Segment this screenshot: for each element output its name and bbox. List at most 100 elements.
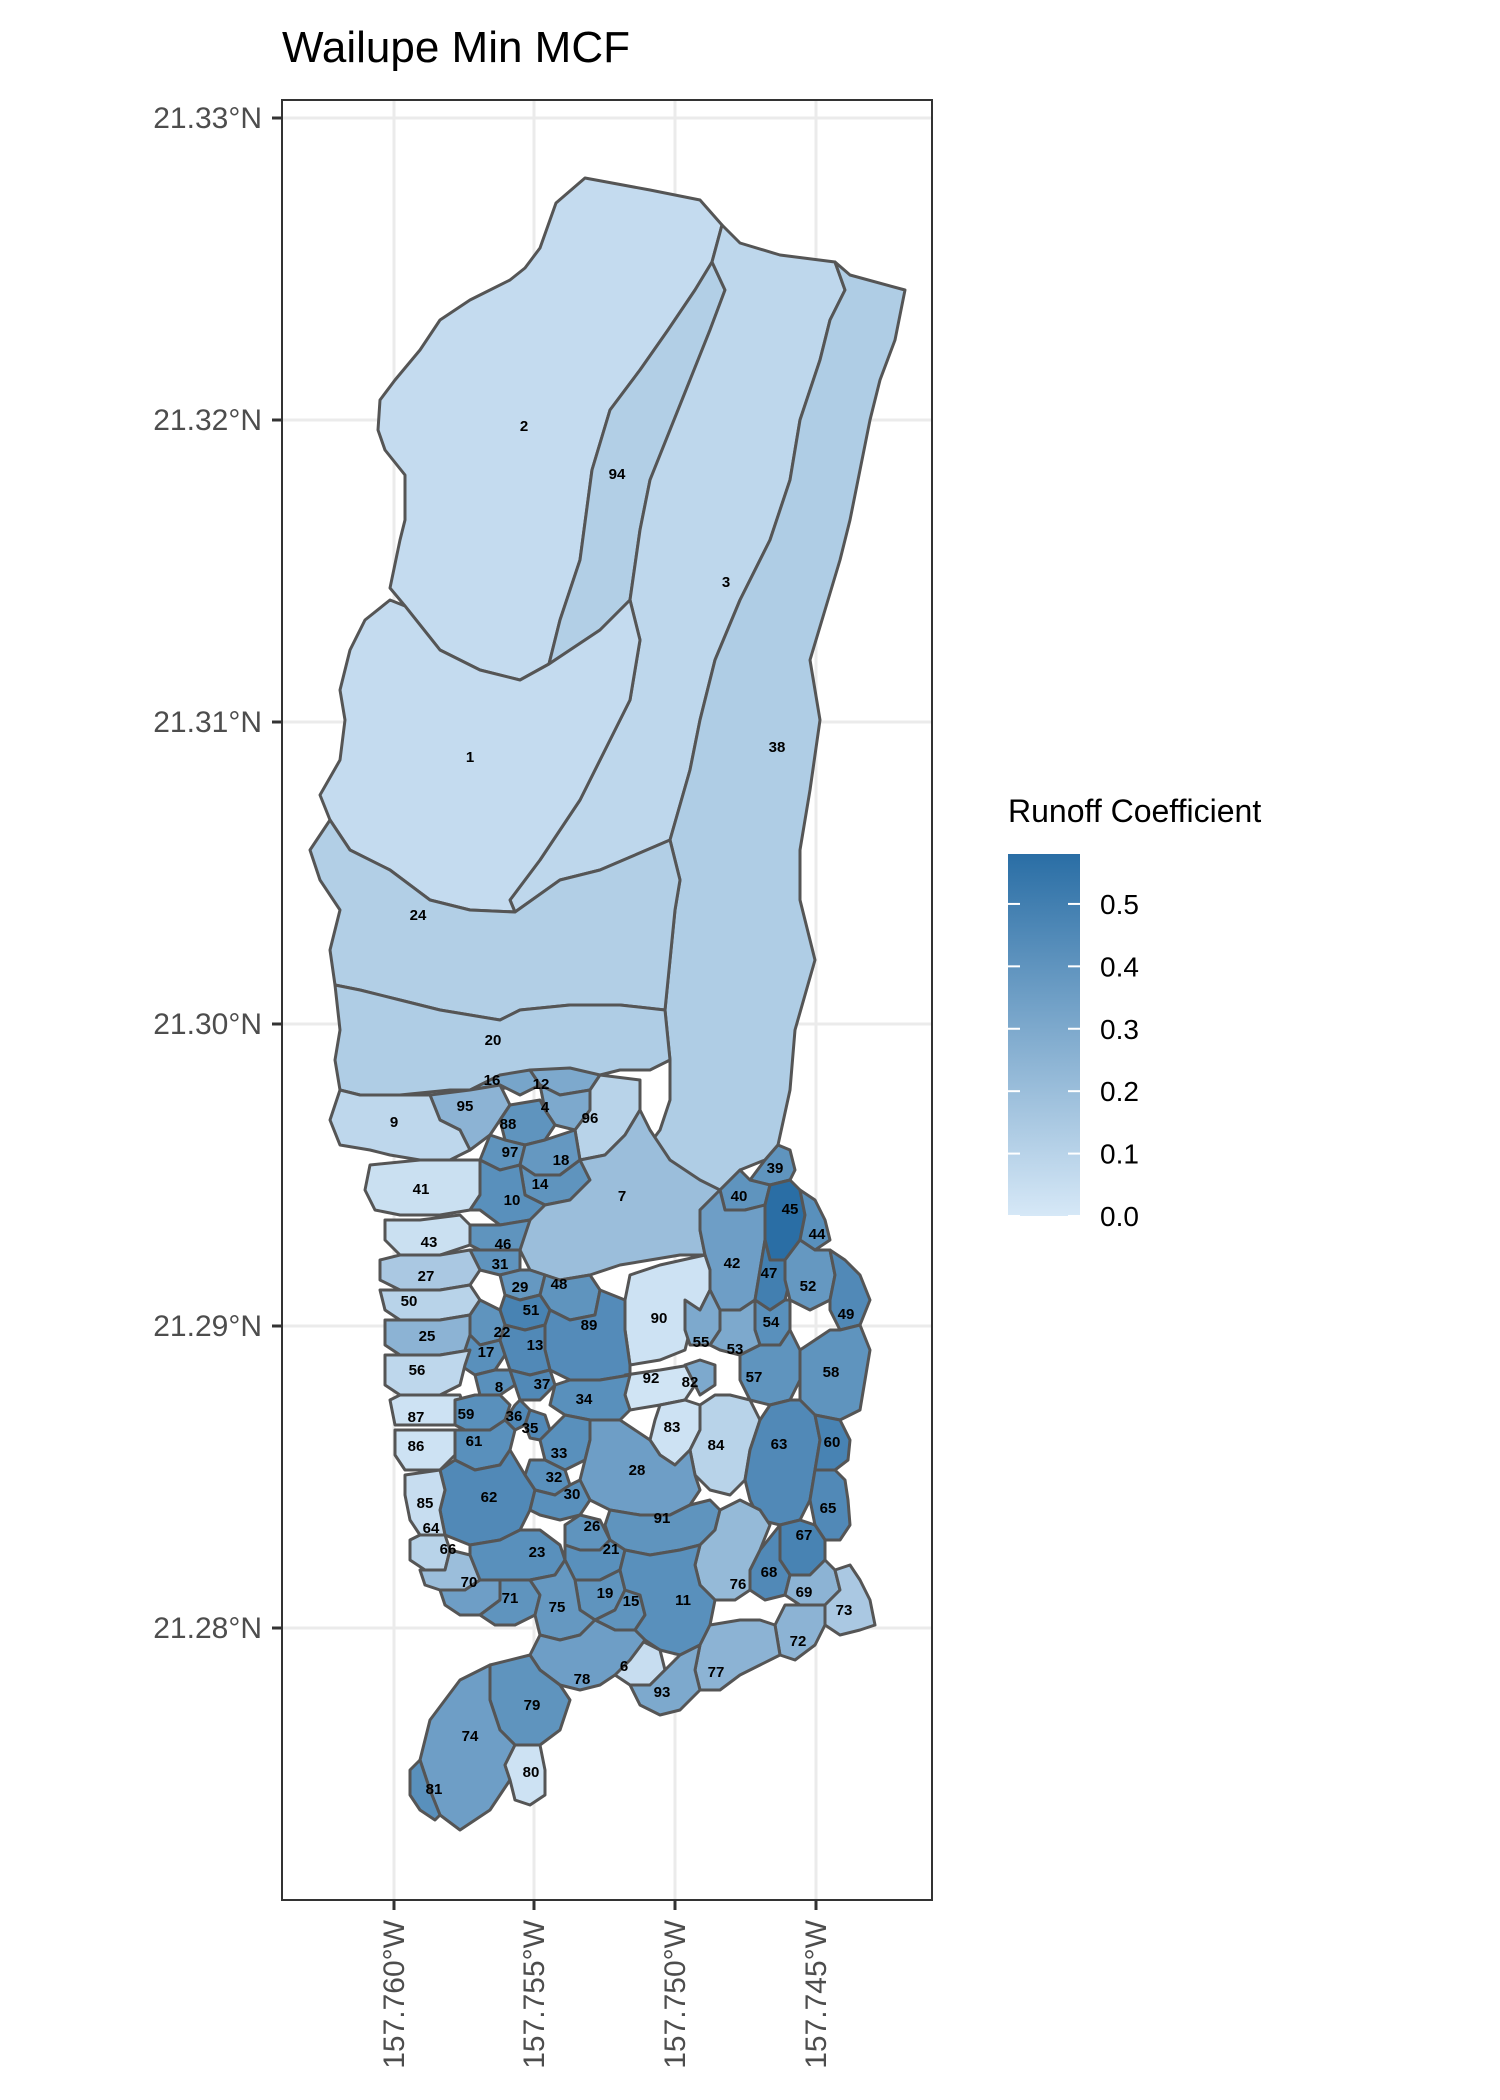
subcatchment-72 — [773, 1603, 827, 1662]
subcatchment-label-77: 77 — [708, 1664, 725, 1681]
subcatchment-label-62: 62 — [481, 1489, 498, 1506]
latitude-axis: 21.33°N 21.32°N 21.31°N 21.30°N 21.29°N 21.28… — [153, 102, 282, 1645]
subcatchment-label-21: 21 — [603, 1541, 620, 1558]
subcatchment-label-13: 13 — [527, 1337, 544, 1354]
subcatchment-label-28: 28 — [629, 1462, 646, 1479]
subcatchment-56 — [383, 1348, 472, 1397]
subcatchment-label-41: 41 — [413, 1181, 430, 1198]
subcatchment-label-51: 51 — [523, 1302, 540, 1319]
lon-tick-label: 157.760°W — [378, 1919, 411, 2068]
subcatchment-label-66: 66 — [440, 1541, 457, 1558]
lat-tick-label: 21.31°N — [153, 706, 262, 739]
subcatchment-label-11: 11 — [675, 1592, 691, 1609]
subcatchment-label-86: 86 — [408, 1438, 425, 1455]
subcatchment-label-39: 39 — [767, 1160, 784, 1177]
subcatchment-label-30: 30 — [564, 1486, 581, 1503]
subcatchment-label-17: 17 — [478, 1344, 495, 1361]
legend-tick-label: 0.3 — [1100, 1014, 1139, 1045]
lat-tick-label: 21.30°N — [153, 1008, 262, 1041]
chart-title: Wailupe Min MCF — [282, 23, 630, 72]
subcatchment-label-45: 45 — [782, 1201, 799, 1218]
subcatchment-label-70: 70 — [461, 1574, 478, 1591]
subcatchment-label-1: 1 — [466, 749, 474, 766]
subcatchment-label-32: 32 — [546, 1469, 563, 1486]
subcatchment-label-22: 22 — [494, 1324, 511, 1341]
subcatchment-label-69: 69 — [796, 1584, 813, 1601]
legend-tick-label: 0.2 — [1100, 1076, 1139, 1107]
subcatchment-label-79: 79 — [524, 1697, 541, 1714]
subcatchment-label-73: 73 — [836, 1602, 853, 1619]
subcatchment-label-23: 23 — [529, 1544, 546, 1561]
subcatchment-label-47: 47 — [761, 1265, 778, 1282]
subcatchment-label-82: 82 — [682, 1374, 699, 1391]
subcatchment-label-61: 61 — [466, 1433, 483, 1450]
legend-title: Runoff Coefficient — [1008, 793, 1261, 829]
subcatchment-60 — [813, 1413, 852, 1472]
subcatchment-label-97: 97 — [502, 1144, 519, 1161]
subcatchment-label-16: 16 — [484, 1072, 501, 1089]
subcatchment-label-18: 18 — [553, 1152, 570, 1169]
subcatchment-44 — [798, 1188, 832, 1252]
subcatchment-label-12: 12 — [533, 1076, 550, 1093]
subcatchment-label-58: 58 — [823, 1364, 840, 1381]
subcatchment-label-25: 25 — [419, 1328, 436, 1345]
subcatchment-label-2: 2 — [520, 418, 528, 435]
subcatchment-81 — [408, 1758, 442, 1822]
subcatchment-label-46: 46 — [495, 1236, 512, 1253]
subcatchment-label-88: 88 — [500, 1116, 517, 1133]
subcatchment-label-36: 36 — [506, 1408, 523, 1425]
subcatchment-label-34: 34 — [576, 1391, 593, 1408]
subcatchment-label-8: 8 — [495, 1379, 503, 1396]
subcatchment-label-33: 33 — [551, 1445, 568, 1462]
subcatchment-86 — [393, 1428, 457, 1472]
subcatchment-label-43: 43 — [421, 1234, 438, 1251]
subcatchment-label-27: 27 — [418, 1268, 435, 1285]
subcatchment-label-31: 31 — [492, 1256, 509, 1273]
subcatchment-label-68: 68 — [761, 1564, 778, 1581]
subcatchment-30 — [528, 1478, 592, 1522]
subcatchment-label-38: 38 — [769, 739, 786, 756]
subcatchment-label-40: 40 — [731, 1188, 748, 1205]
subcatchment-label-63: 63 — [771, 1436, 788, 1453]
legend-colorbar — [1008, 854, 1080, 1216]
subcatchment-label-29: 29 — [512, 1279, 529, 1296]
subcatchment-80 — [503, 1743, 547, 1807]
subcatchment-label-56: 56 — [409, 1362, 426, 1379]
subcatchment-label-91: 91 — [654, 1510, 671, 1527]
subcatchment-label-57: 57 — [746, 1369, 763, 1386]
legend-tick-label: 0.1 — [1100, 1139, 1139, 1170]
lon-tick-label: 157.750°W — [659, 1919, 692, 2068]
legend: Runoff Coefficient 0.0 0.1 0.2 0.3 0.4 0.5 — [1008, 793, 1261, 1232]
subcatchment-label-89: 89 — [581, 1317, 598, 1334]
subcatchment-label-7: 7 — [618, 1188, 626, 1205]
subcatchment-label-10: 10 — [504, 1192, 521, 1209]
subcatchment-label-87: 87 — [408, 1409, 425, 1426]
lat-tick-label: 21.29°N — [153, 1310, 262, 1343]
legend-tick-label: 0.4 — [1100, 951, 1139, 982]
subcatchment-93 — [628, 1643, 702, 1717]
subcatchment-label-50: 50 — [401, 1293, 418, 1310]
lat-tick-label: 21.33°N — [153, 102, 262, 135]
subcatchment-label-67: 67 — [796, 1527, 813, 1544]
subcatchment-label-64: 64 — [423, 1520, 440, 1537]
subcatchment-label-85: 85 — [417, 1495, 434, 1512]
subcatchment-label-65: 65 — [820, 1500, 837, 1517]
subcatchment-73 — [823, 1563, 877, 1637]
subcatchment-27 — [378, 1248, 482, 1292]
subcatchment-label-6: 6 — [620, 1658, 628, 1675]
subcatchment-34 — [548, 1373, 632, 1422]
subcatchment-label-26: 26 — [584, 1518, 601, 1535]
subcatchment-label-80: 80 — [523, 1764, 540, 1781]
subcatchment-label-92: 92 — [643, 1370, 660, 1387]
panel-border — [281, 99, 933, 1901]
subcatchment-82 — [683, 1358, 717, 1397]
subcatchment-label-78: 78 — [574, 1671, 591, 1688]
legend-ticks: 0.0 0.1 0.2 0.3 0.4 0.5 — [1008, 889, 1139, 1232]
subcatchment-label-35: 35 — [522, 1420, 539, 1437]
subcatchment-label-96: 96 — [582, 1110, 599, 1127]
subcatchment-label-76: 76 — [730, 1576, 747, 1593]
legend-tick-label: 0.0 — [1100, 1201, 1139, 1232]
subcatchment-37 — [508, 1368, 557, 1402]
subcatchment-label-55: 55 — [693, 1334, 710, 1351]
